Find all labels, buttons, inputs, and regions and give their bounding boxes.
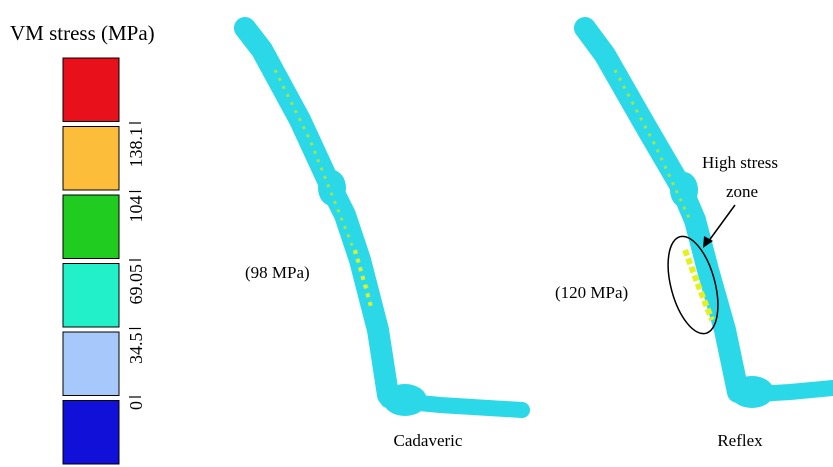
colorbar-box	[63, 58, 119, 122]
colorbar-label: 69.05	[126, 264, 146, 305]
figure: VM stress (MPa) 138.1 104 69.05 34.5 0 (98 M…	[0, 0, 833, 467]
colorbar-label: 34.5	[126, 333, 146, 365]
colorbar-label: 0	[126, 401, 146, 410]
model-label: Cadaveric	[394, 431, 463, 450]
annotation: High stress	[702, 153, 778, 172]
colorbar-box	[63, 195, 119, 259]
peak-label: (98 MPa)	[245, 263, 310, 282]
colorbar: 138.1 104 69.05 34.5 0	[63, 58, 146, 464]
colorbar-label: 104	[126, 196, 146, 223]
colorbar-box	[63, 401, 119, 465]
colorbar-box	[63, 127, 119, 191]
bone-model-reflex	[585, 28, 833, 408]
colorbar-label: 138.1	[126, 127, 146, 168]
model-label: Reflex	[717, 431, 763, 450]
colorbar-box	[63, 332, 119, 396]
colorbar-box	[63, 264, 119, 328]
annotation: zone	[726, 182, 758, 201]
bone-model-cadaveric	[245, 28, 522, 416]
colorbar-title: VM stress (MPa)	[10, 21, 155, 45]
peak-label: (120 MPa)	[555, 283, 628, 302]
